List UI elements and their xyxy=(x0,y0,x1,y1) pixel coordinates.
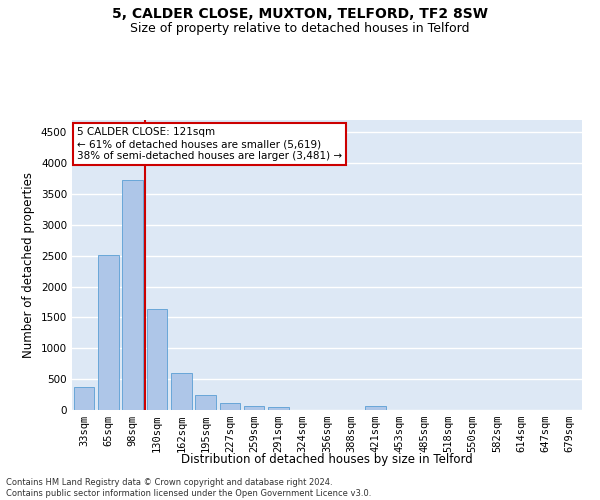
Bar xyxy=(171,373,191,410)
Text: Distribution of detached houses by size in Telford: Distribution of detached houses by size … xyxy=(181,452,473,466)
Bar xyxy=(268,407,289,410)
Y-axis label: Number of detached properties: Number of detached properties xyxy=(22,172,35,358)
Bar xyxy=(244,406,265,410)
Bar xyxy=(146,309,167,410)
Bar xyxy=(195,395,216,410)
Text: Size of property relative to detached houses in Telford: Size of property relative to detached ho… xyxy=(130,22,470,35)
Text: 5, CALDER CLOSE, MUXTON, TELFORD, TF2 8SW: 5, CALDER CLOSE, MUXTON, TELFORD, TF2 8S… xyxy=(112,8,488,22)
Bar xyxy=(74,386,94,410)
Bar xyxy=(122,180,143,410)
Text: Contains HM Land Registry data © Crown copyright and database right 2024.
Contai: Contains HM Land Registry data © Crown c… xyxy=(6,478,371,498)
Bar xyxy=(365,406,386,410)
Bar xyxy=(220,403,240,410)
Bar xyxy=(98,255,119,410)
Text: 5 CALDER CLOSE: 121sqm
← 61% of detached houses are smaller (5,619)
38% of semi-: 5 CALDER CLOSE: 121sqm ← 61% of detached… xyxy=(77,128,342,160)
